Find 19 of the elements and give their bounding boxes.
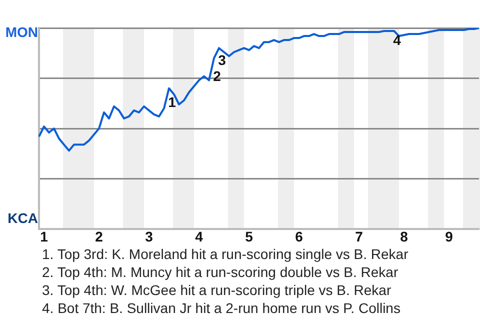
x-tick-label: 8 [400, 228, 408, 244]
annotation: 3 [217, 52, 227, 68]
x-tick-label: 5 [245, 228, 254, 244]
annotation: 1 [167, 94, 177, 110]
x-tick-label: 2 [95, 228, 104, 244]
x-tick-label: 3 [145, 228, 154, 244]
text: 2. Top 4th: M. Muncy hit a run-scoring double vs B. Rekar [42, 263, 400, 281]
text: KCA [6, 210, 38, 226]
x-tick-label: 1 [40, 228, 48, 244]
annotation: 2 [212, 68, 222, 84]
x-tick-label: 7 [355, 228, 364, 244]
x-tick-label: 6 [295, 228, 304, 244]
text: 4. Bot 7th: B. Sullivan Jr hit a 2-run home run vs P. Collins [42, 299, 402, 317]
annotation: 4 [392, 32, 402, 48]
text: 1. Top 3rd: K. Moreland hit a run-scoring single vs B. Rekar [42, 245, 410, 263]
text: 3. Top 4th: W. McGee hit a run-scoring triple vs B. Rekar [42, 281, 392, 299]
text: MON [4, 24, 38, 40]
x-tick-label: 9 [445, 228, 454, 244]
x-tick-label: 4 [195, 228, 204, 244]
